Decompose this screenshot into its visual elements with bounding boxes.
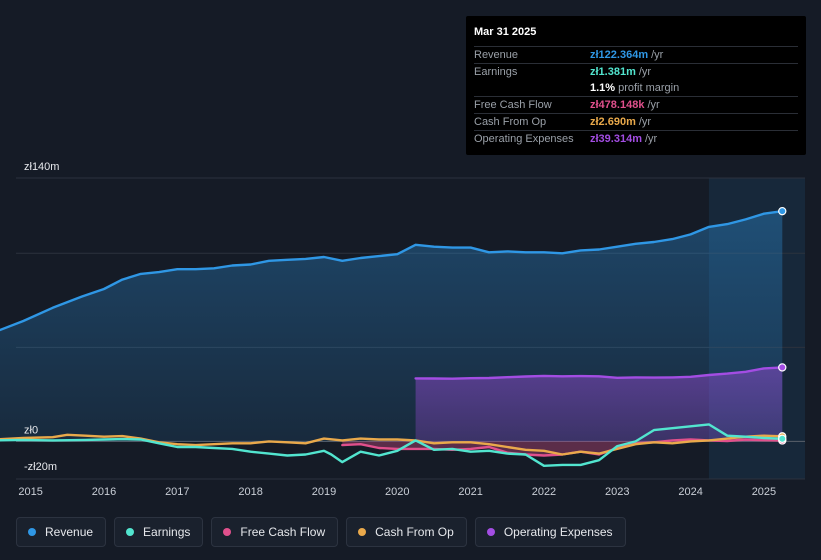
legend-dot-icon [358, 528, 367, 536]
tooltip-row-earnings: Earnings zł1.381m /yr [474, 63, 798, 80]
series-areas [0, 211, 783, 456]
legend-dot-icon [28, 528, 36, 536]
operating-expenses-line [414, 366, 784, 380]
series-lines [0, 210, 784, 467]
tooltip-label: Cash From Op [474, 116, 547, 128]
tooltip-date: Mar 31 2025 [474, 26, 537, 38]
legend-label: Operating Expenses [503, 525, 613, 539]
x-tick-label: 2021 [458, 486, 482, 498]
tooltip-row-revenue: Revenue zł122.364m /yr [474, 46, 798, 63]
x-tick-label: 2025 [752, 486, 776, 498]
tooltip-label: Operating Expenses [474, 133, 574, 145]
tooltip-row-free-cash-flow: Free Cash Flow zł478.148k /yr [474, 96, 798, 113]
legend-dot-icon [223, 528, 232, 536]
tooltip-unit: /yr [638, 66, 652, 78]
legend-item-operating-expenses[interactable]: Operating Expenses [474, 517, 626, 547]
x-tick-label: 2022 [532, 486, 556, 498]
tooltip-row-operating-expenses: Operating Expenses zł39.314m /yr [474, 130, 798, 147]
x-axis-labels: 2015 2016 2017 2018 2019 2020 2021 2022 2023 2024… [18, 486, 776, 498]
legend-item-free-cash-flow[interactable]: Free Cash Flow [211, 517, 339, 547]
y-tick-label: -zł20m [24, 461, 57, 473]
legend-item-earnings[interactable]: Earnings [114, 517, 204, 547]
legend-dot-icon [126, 528, 135, 536]
legend-item-cash-from-op[interactable]: Cash From Op [346, 517, 467, 547]
tooltip-value: zł39.314m [590, 133, 642, 145]
y-tick-label: zł140m [24, 161, 59, 173]
legend-item-revenue[interactable]: Revenue [16, 517, 107, 547]
revenue-line [0, 210, 784, 332]
x-tick-label: 2017 [165, 486, 189, 498]
financial-chart: zł140m zł0 -zł20m 2015 2016 2017 2018 2019 2020… [0, 161, 805, 498]
x-tick-label: 2019 [312, 486, 336, 498]
tooltip-value: zł478.148k [590, 99, 645, 111]
tooltip-unit: /yr [638, 116, 652, 128]
x-tick-label: 2020 [385, 486, 409, 498]
tooltip-unit: profit margin [618, 82, 680, 94]
tooltip-value: zł122.364m [590, 49, 649, 61]
revenue-endpoint [778, 206, 787, 216]
tooltip-value: zł1.381m [590, 66, 636, 78]
data-tooltip: Mar 31 2025 Revenue zł122.364m /yr Earni… [466, 16, 806, 155]
x-tick-label: 2015 [18, 486, 42, 498]
tooltip-value: zł2.690m [590, 116, 636, 128]
legend-label: Cash From Op [375, 525, 454, 539]
y-axis-labels: zł140m zł0 -zł20m [24, 161, 59, 473]
legend-label: Revenue [45, 525, 94, 539]
x-tick-label: 2018 [238, 486, 262, 498]
legend-label: Free Cash Flow [240, 525, 326, 539]
x-tick-label: 2016 [92, 486, 116, 498]
tooltip-label: Free Cash Flow [474, 99, 552, 111]
x-tick-label: 2023 [605, 486, 629, 498]
earnings-endpoint [778, 434, 787, 443]
series-endpoints [778, 206, 787, 445]
operating-expenses-endpoint [778, 363, 787, 372]
y-tick-label: zł0 [24, 424, 38, 436]
earnings-line [0, 423, 784, 467]
tooltip-row-profit-margin: 1.1% profit margin [474, 80, 798, 96]
tooltip-unit: /yr [644, 133, 658, 145]
legend-dot-icon [486, 528, 495, 536]
tooltip-label: Revenue [474, 49, 519, 61]
chart-legend: Revenue Earnings Free Cash Flow Cash Fro… [16, 517, 626, 549]
tooltip-value: 1.1% [590, 82, 616, 94]
tooltip-unit: /yr [651, 49, 664, 61]
tooltip-unit: /yr [647, 99, 660, 111]
legend-label: Earnings [143, 525, 191, 539]
operating-expenses-area [415, 367, 783, 442]
tooltip-label: Earnings [474, 66, 518, 78]
x-tick-label: 2024 [678, 486, 702, 498]
tooltip-row-cash-from-op: Cash From Op zł2.690m /yr [474, 113, 798, 130]
